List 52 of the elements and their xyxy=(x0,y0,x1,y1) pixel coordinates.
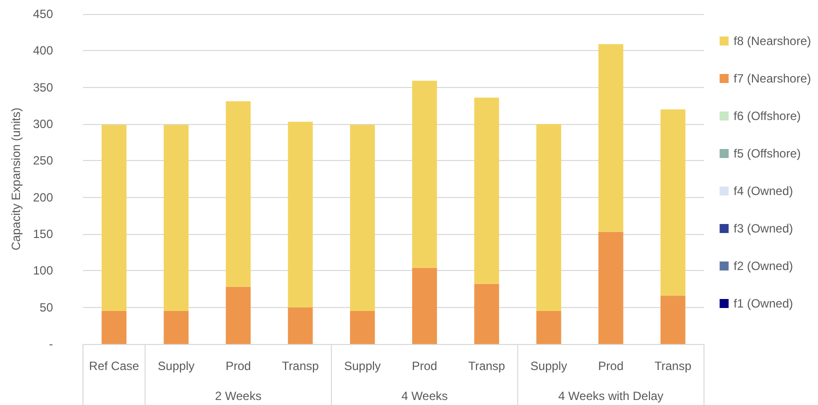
x-tick-label: Prod xyxy=(412,359,438,373)
bar xyxy=(660,109,686,296)
bar xyxy=(598,232,624,344)
bar xyxy=(598,44,624,232)
bar xyxy=(350,311,375,344)
y-tick-label: - xyxy=(49,337,53,351)
legend-label: f5 (Offshore) xyxy=(734,146,801,160)
bar xyxy=(226,286,251,344)
x-tick-label: Prod xyxy=(226,359,251,373)
legend-label: f6 (Offshore) xyxy=(734,109,801,123)
bar xyxy=(164,311,189,344)
bar xyxy=(102,311,126,344)
bar xyxy=(474,284,500,344)
bar xyxy=(288,307,313,344)
y-tick-label: 350 xyxy=(32,80,54,94)
y-tick-label: 300 xyxy=(32,117,54,131)
y-tick-label: 400 xyxy=(32,44,54,58)
bar xyxy=(536,124,562,311)
text: 2 Weeks xyxy=(215,389,262,403)
bar xyxy=(412,268,437,344)
text: 4 Weeks with Delay xyxy=(558,389,664,403)
y-tick-label: 50 xyxy=(40,300,54,314)
bar xyxy=(660,296,686,344)
bar xyxy=(412,80,437,268)
bar xyxy=(226,101,251,287)
bar xyxy=(102,124,126,311)
bar xyxy=(536,311,562,344)
y-axis-title: Capacity Expansion (units) xyxy=(9,108,24,250)
bar xyxy=(350,124,375,311)
x-tick-label: Transp xyxy=(468,359,506,373)
x-tick-label: Prod xyxy=(598,359,624,373)
x-tick-label: Supply xyxy=(344,359,381,373)
y-tick-label: 200 xyxy=(32,190,54,204)
y-tick-label: 250 xyxy=(32,154,54,168)
x-tick-label: Supply xyxy=(158,359,194,373)
legend-label: f8 (Nearshore) xyxy=(734,34,812,48)
legend-label: f2 (Owned) xyxy=(734,259,793,273)
legend-label: f7 (Nearshore) xyxy=(734,72,812,86)
bar xyxy=(288,122,313,308)
x-tick-label: Supply xyxy=(530,359,568,373)
text: 4 Weeks xyxy=(401,389,448,403)
y-tick-label: 150 xyxy=(32,227,54,241)
x-tick-label: Ref Case xyxy=(89,359,140,373)
bar xyxy=(164,124,189,311)
legend-label: f1 (Owned) xyxy=(734,296,793,310)
x-tick-label: Transp xyxy=(282,359,320,373)
y-tick-label: 450 xyxy=(32,7,54,21)
bar xyxy=(474,98,500,284)
x-tick-label: Transp xyxy=(654,359,692,373)
legend-label: f4 (Owned) xyxy=(734,184,793,198)
legend-label: f3 (Owned) xyxy=(734,222,793,236)
y-tick-label: 100 xyxy=(32,264,54,278)
